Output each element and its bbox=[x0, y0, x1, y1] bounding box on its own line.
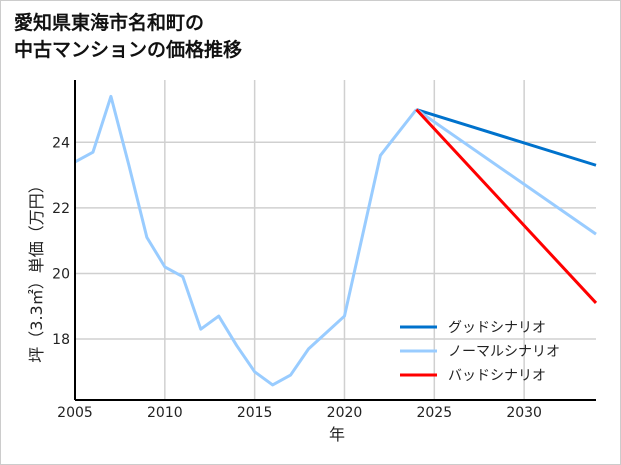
title-line-1: 愛知県東海市名和町の bbox=[14, 12, 205, 34]
x-tick-label: 2025 bbox=[416, 405, 452, 421]
series-line-3 bbox=[415, 108, 598, 304]
chart-title: 愛知県東海市名和町の 中古マンションの価格推移 bbox=[14, 10, 242, 64]
y-tick-label: 20 bbox=[52, 266, 70, 282]
x-tick-label: 2010 bbox=[147, 405, 183, 421]
x-tick-label: 2030 bbox=[506, 405, 542, 421]
y-tick-label: 24 bbox=[52, 135, 70, 151]
y-axis-label: 坪（3.3㎡）単価（万円） bbox=[27, 177, 46, 362]
series-line-1 bbox=[415, 108, 597, 167]
legend-label: グッドシナリオ bbox=[448, 320, 546, 336]
x-axis-label: 年 bbox=[329, 425, 345, 444]
y-tick-label: 18 bbox=[52, 332, 70, 348]
x-tick-label: 2015 bbox=[237, 405, 273, 421]
legend-label: ノーマルシナリオ bbox=[448, 344, 560, 360]
title-line-2: 中古マンションの価格推移 bbox=[14, 39, 243, 61]
series-line-2 bbox=[415, 108, 597, 236]
series-line-historical bbox=[74, 94, 418, 387]
x-tick-label: 2020 bbox=[327, 405, 363, 421]
y-tick-label: 22 bbox=[52, 201, 70, 217]
legend-label: バッドシナリオ bbox=[448, 368, 546, 384]
x-tick-label: 2005 bbox=[57, 405, 93, 421]
